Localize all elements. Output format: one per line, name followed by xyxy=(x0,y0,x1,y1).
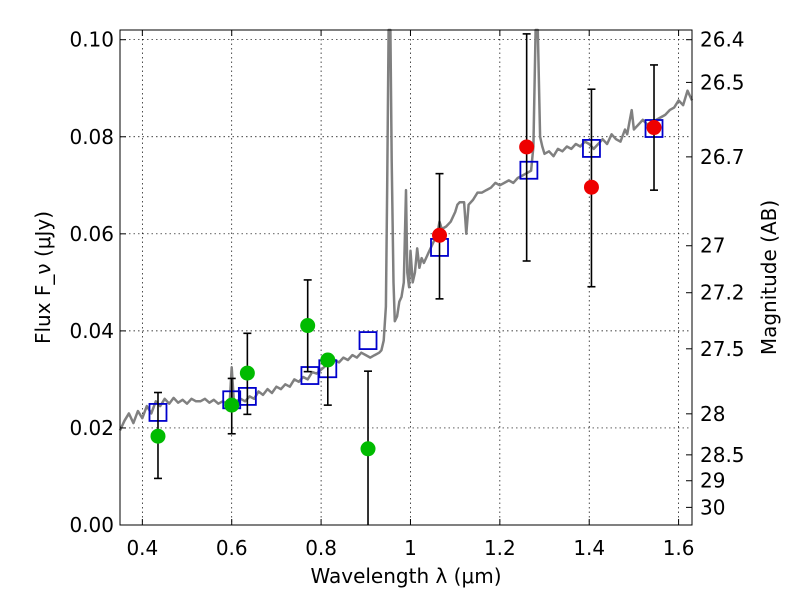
x-tick-label: 0.6 xyxy=(216,536,248,560)
y-axis-label: Flux F_ν (μJy) xyxy=(31,211,55,344)
red-data-point xyxy=(646,120,662,136)
sed-model-curve xyxy=(118,28,694,431)
mag-tick-label: 27.5 xyxy=(700,337,745,361)
mag-tick-label: 28.5 xyxy=(700,443,745,467)
model-box-layer xyxy=(148,119,664,422)
mag-tick-label: 30 xyxy=(700,495,725,519)
y-tick-label: 0.10 xyxy=(69,28,114,52)
y-tick-label: 0.08 xyxy=(69,125,114,149)
error-bar-layer xyxy=(153,33,659,525)
green-data-point xyxy=(360,441,376,457)
mag-tick-label: 26.7 xyxy=(700,145,745,169)
green-data-point xyxy=(224,397,240,413)
x-tick-label: 1.2 xyxy=(484,536,516,560)
data-point-layer xyxy=(150,120,662,457)
model-box-point xyxy=(519,160,539,180)
x-tick-label: 1.6 xyxy=(663,536,695,560)
x-tick-label: 0.8 xyxy=(305,536,337,560)
x-tick-label: 1 xyxy=(404,536,417,560)
green-data-point xyxy=(150,428,166,444)
green-data-point xyxy=(239,365,255,381)
grid xyxy=(120,30,692,526)
red-data-point xyxy=(583,179,599,195)
x-axis-label: Wavelength λ (μm) xyxy=(310,564,501,588)
y-tick-label: 0.04 xyxy=(69,319,114,343)
model-box-point xyxy=(358,331,378,350)
x-tick-label: 0.4 xyxy=(126,536,158,560)
mag-tick-label: 27.2 xyxy=(700,281,745,305)
mag-tick-label: 26.4 xyxy=(700,28,745,52)
mag-tick-label: 29 xyxy=(700,469,725,493)
right-y-axis-label: Magnitude (AB) xyxy=(757,200,781,355)
tick-layer: 0.4 0.6 0.8 1 1.2 1.4 1.6 0.00 0.02 0.04 0.06 0.08 0… xyxy=(69,28,744,560)
mag-tick-label: 28 xyxy=(700,402,725,426)
mag-tick-label: 26.5 xyxy=(700,70,745,94)
green-data-point xyxy=(320,352,336,368)
mag-tick-label: 27 xyxy=(700,234,725,258)
y-tick-label: 0.00 xyxy=(69,513,114,537)
x-tick-label: 1.4 xyxy=(573,536,605,560)
y-tick-label: 0.02 xyxy=(69,416,114,440)
y-tick-label: 0.06 xyxy=(69,222,114,246)
red-data-point xyxy=(432,227,448,243)
red-data-point xyxy=(519,139,535,155)
green-data-point xyxy=(300,318,316,334)
sed-model-layer xyxy=(118,28,694,431)
plot-frame xyxy=(119,29,693,526)
